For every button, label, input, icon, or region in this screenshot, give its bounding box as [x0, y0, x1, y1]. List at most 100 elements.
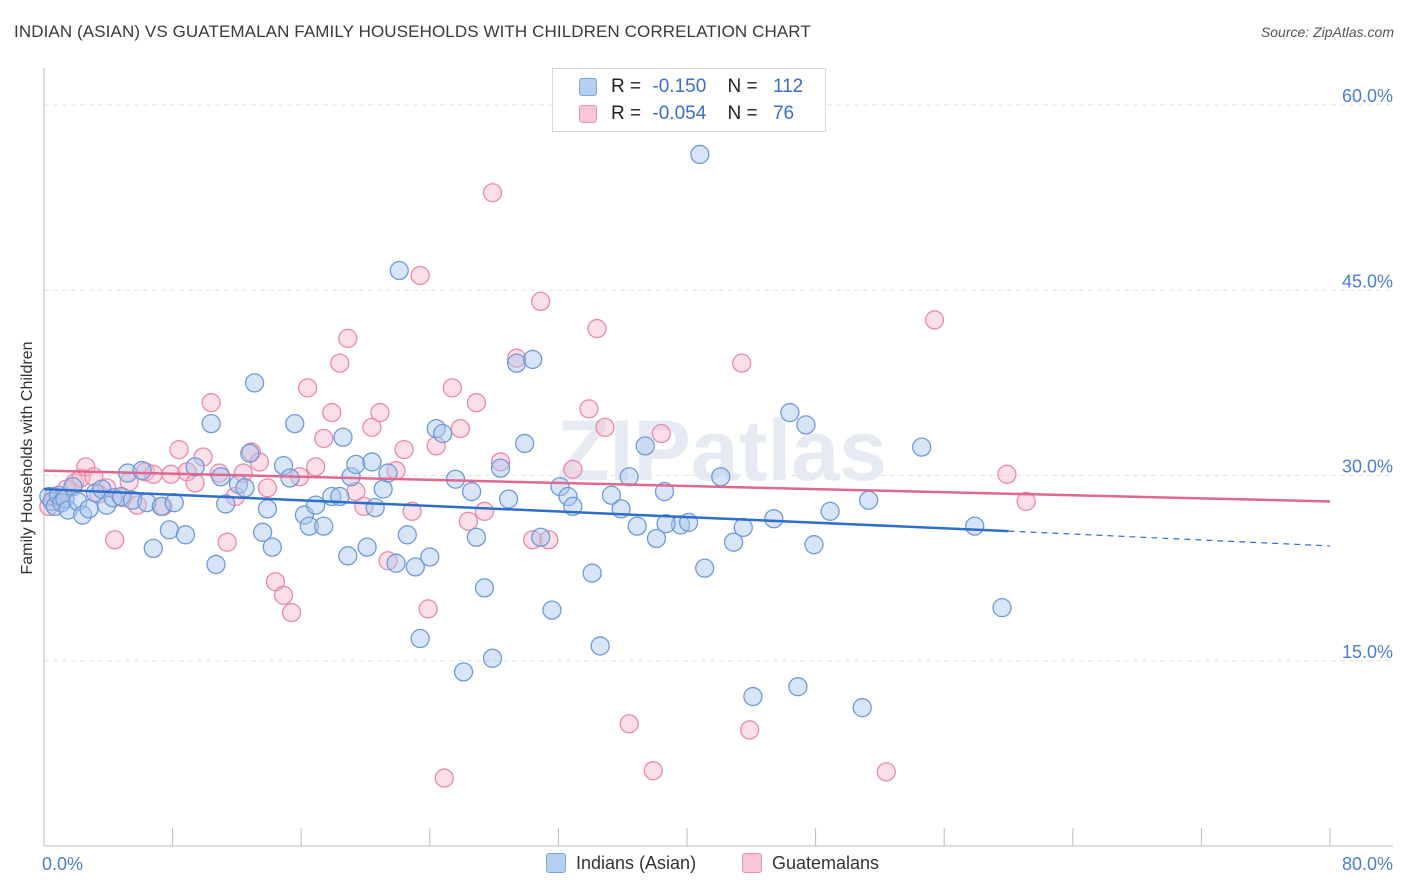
y-tick-label: 15.0% [1342, 642, 1393, 662]
blue-point [386, 553, 406, 573]
blue-point [627, 516, 647, 536]
pink-point [482, 183, 503, 203]
pink-point [426, 436, 446, 456]
pink-point [458, 511, 479, 531]
blue-point [201, 414, 221, 434]
pink-point [169, 439, 189, 460]
blue-point [531, 527, 551, 547]
blue-point [373, 479, 393, 499]
blue-point [788, 677, 808, 697]
pink-point [297, 378, 318, 398]
pink-point [410, 265, 430, 286]
y-tick-label: 45.0% [1342, 271, 1393, 291]
x-axis-ticks [43, 828, 1331, 846]
trend-lines [43, 469, 1331, 547]
legend-r-value: -0.150 [652, 76, 707, 97]
blue-point [601, 485, 622, 505]
blue-point [482, 648, 503, 668]
correlation-legend: R = -0.150 N = 112 R = -0.054 N = 76 [552, 68, 826, 132]
blue-point [820, 501, 840, 521]
blue-point [912, 437, 932, 457]
source-label: Source: ZipAtlas.com [1260, 24, 1394, 40]
pink-point [997, 464, 1017, 484]
blue-point [52, 493, 72, 513]
blue-point [206, 554, 226, 575]
y-tick-label: 60.0% [1342, 86, 1393, 106]
pink-point [362, 417, 382, 438]
blue-point [656, 514, 676, 534]
pink-point [924, 310, 945, 330]
chart-title: INDIAN (ASIAN) VS GUATEMALAN FAMILY HOUS… [14, 22, 811, 41]
blue-point [252, 522, 273, 542]
pink-point [193, 447, 213, 467]
blue-point [365, 497, 385, 518]
blue-point [723, 532, 744, 552]
pink-point [257, 478, 278, 498]
pink-point [306, 457, 326, 477]
blue-point [211, 467, 231, 487]
blue-point [523, 349, 543, 370]
blue-point [453, 662, 474, 682]
blue-point [159, 520, 180, 540]
pink-point [394, 439, 414, 460]
pink-point [281, 602, 302, 623]
pink-point [314, 428, 334, 449]
blue-point [466, 527, 487, 547]
blue-point [97, 495, 117, 515]
blue-point [175, 525, 196, 545]
legend-n-label: N = [727, 103, 758, 124]
pink-point [740, 720, 760, 740]
pink-point [563, 459, 583, 479]
blue-point [389, 260, 409, 281]
blue-trend-line [43, 487, 1009, 533]
legend-r-label: R = [611, 103, 642, 124]
indians-asian-points [39, 144, 1012, 718]
blue-point [992, 598, 1012, 618]
pink-point [1016, 491, 1036, 512]
pink-trend-line [43, 469, 1331, 503]
bottom-legend-swatch-pink [742, 853, 762, 873]
pink-point [466, 393, 487, 413]
blue-point [362, 452, 382, 472]
blue-point [79, 499, 99, 519]
blue-point [338, 546, 358, 566]
legend-r-label: R = [611, 76, 642, 97]
guatemalans-points [39, 183, 1036, 788]
pink-point [643, 761, 663, 781]
blue-point [257, 499, 278, 519]
legend-n-value: 76 [772, 103, 795, 124]
x-tick-label-min: 0.0% [42, 854, 83, 874]
pink-point [587, 318, 607, 339]
blue-point [474, 578, 495, 598]
blue-point [461, 481, 482, 502]
blue-point [164, 493, 184, 513]
blue-point [764, 509, 784, 529]
pink-point [876, 762, 896, 782]
pink-point [330, 353, 350, 373]
blue-point [514, 433, 535, 454]
blue-point [420, 547, 440, 567]
blue-point [804, 535, 824, 555]
pink-point [338, 328, 358, 349]
blue-point [280, 468, 300, 488]
blue-point [240, 443, 260, 463]
pink-point [506, 348, 527, 368]
pink-point [370, 402, 390, 423]
blue-point [695, 558, 715, 578]
bottom-legend-label-indians: Indians (Asian) [576, 853, 697, 873]
blue-point [743, 686, 763, 707]
blue-point [122, 490, 143, 510]
blue-point [490, 458, 511, 478]
y-tick-label: 30.0% [1342, 457, 1393, 477]
pink-point [651, 423, 671, 444]
pink-point [579, 399, 599, 419]
blue-point [405, 557, 425, 577]
pink-point [322, 402, 342, 423]
pink-point [732, 353, 752, 373]
blue-point [690, 144, 710, 165]
pink-point [442, 378, 462, 398]
blue-trend-extension [1008, 530, 1331, 547]
bottom-legend-swatch-blue [546, 853, 566, 873]
blue-point [333, 427, 353, 447]
